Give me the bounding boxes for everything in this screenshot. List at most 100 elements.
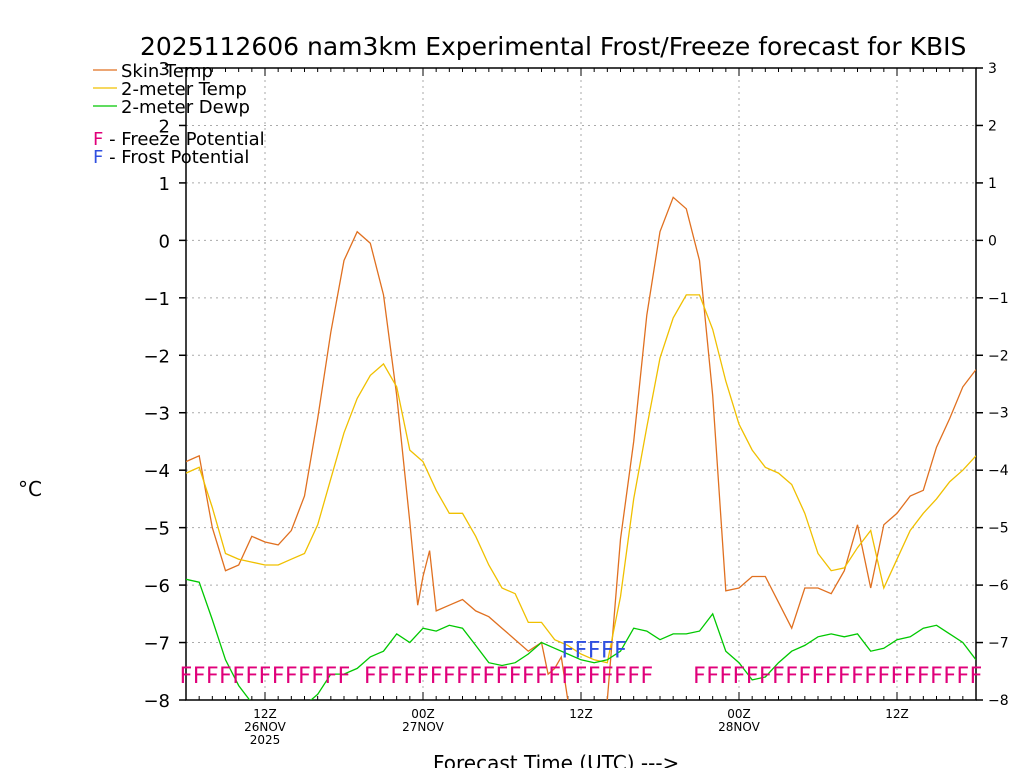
freeze-marker: F: [206, 664, 219, 689]
freeze-marker: F: [825, 664, 838, 689]
potential-legend-entry: F - Frost Potential: [93, 147, 249, 168]
freeze-marker: F: [785, 664, 798, 689]
freeze-marker: F: [904, 664, 917, 689]
frost-marker: F: [614, 638, 627, 663]
series-line-2-meter-temp: [186, 294, 976, 664]
freeze-marker: F: [193, 664, 206, 689]
freeze-marker: F: [259, 664, 272, 689]
y-tick-label: 0: [159, 231, 170, 252]
freeze-marker: F: [562, 664, 575, 689]
freeze-marker: F: [614, 664, 627, 689]
freeze-marker: F: [957, 664, 970, 689]
y-tick-label-right: −4: [988, 463, 1009, 479]
freeze-marker: F: [509, 664, 522, 689]
freeze-marker: F: [232, 664, 245, 689]
freeze-marker: F: [759, 664, 772, 689]
x-tick-label: 27NOV: [402, 720, 444, 734]
frost-marker: F: [562, 638, 575, 663]
chart-title: 2025112606 nam3km Experimental Frost/Fre…: [140, 32, 966, 61]
y-tick-label: 1: [159, 174, 170, 195]
y-tick-label-right: −3: [988, 406, 1009, 422]
y-tick-label: −3: [143, 404, 170, 425]
y-tick-label: 3: [159, 59, 170, 80]
series-line-2-meter-dewp: [186, 578, 976, 700]
freeze-marker: F: [404, 664, 417, 689]
freeze-marker: F: [970, 664, 983, 689]
freeze-marker: F: [917, 664, 930, 689]
freeze-marker: F: [772, 664, 785, 689]
freeze-marker: F: [891, 664, 904, 689]
frost-marker: F: [588, 638, 601, 663]
potential-legend-label: - Frost Potential: [103, 147, 249, 168]
freeze-marker: F: [364, 664, 377, 689]
potential-legend-symbol: F: [93, 129, 103, 150]
freeze-marker: F: [443, 664, 456, 689]
potential-legend-entry: F - Freeze Potential: [93, 129, 265, 150]
freeze-marker: F: [733, 664, 746, 689]
freeze-marker: F: [456, 664, 469, 689]
freeze-marker: F: [878, 664, 891, 689]
x-tick-label: 2025: [250, 733, 281, 747]
freeze-marker: F: [799, 664, 812, 689]
freeze-marker: F: [311, 664, 324, 689]
freeze-marker: F: [469, 664, 482, 689]
y-tick-label: −2: [143, 346, 170, 367]
y-tick-label: −4: [143, 461, 170, 482]
freeze-marker: F: [417, 664, 430, 689]
y-tick-label-right: −8: [988, 693, 1009, 709]
y-tick-label-right: −1: [988, 291, 1009, 307]
freeze-marker: F: [285, 664, 298, 689]
freeze-marker: F: [246, 664, 259, 689]
freeze-marker: F: [522, 664, 535, 689]
x-tick-label: 00Z: [411, 707, 435, 721]
x-tick-label: 26NOV: [244, 720, 286, 734]
frost-marker: F: [601, 638, 614, 663]
freeze-marker: F: [272, 664, 285, 689]
freeze-marker: F: [627, 664, 640, 689]
freeze-marker: F: [548, 664, 561, 689]
series-line-skin-temp: [186, 196, 976, 700]
y-tick-label: −6: [143, 576, 170, 597]
legend-label: 2-meter Temp: [121, 79, 247, 100]
freeze-marker: F: [338, 664, 351, 689]
y-tick-label-right: 2: [988, 118, 997, 134]
y-tick-label-right: −7: [988, 636, 1009, 652]
y-tick-label: −1: [143, 289, 170, 310]
x-tick-label: 00Z: [727, 707, 751, 721]
y-axis-label: °C: [18, 477, 42, 501]
x-tick-label: 12Z: [569, 707, 593, 721]
grid: [186, 68, 976, 700]
y-axis-ticks: −8 −8 −7 −7 −6 −6 −5 −5 −4 −4 −3 −3 −2 −2 −1 −1 0 0 1 1 2 2 3 3: [143, 59, 1008, 712]
freeze-marker: F: [641, 664, 654, 689]
freeze-marker: F: [496, 664, 509, 689]
potential-legend-label: - Freeze Potential: [103, 129, 264, 150]
freeze-marker: F: [943, 664, 956, 689]
freeze-marker: F: [851, 664, 864, 689]
freeze-marker: F: [298, 664, 311, 689]
freeze-marker: F: [930, 664, 943, 689]
y-tick-label-right: −5: [988, 521, 1009, 537]
freeze-marker: F: [390, 664, 403, 689]
y-tick-label: −8: [143, 691, 170, 712]
freeze-marker: F: [535, 664, 548, 689]
freeze-marker: F: [588, 664, 601, 689]
y-tick-label-right: 0: [988, 233, 997, 249]
y-tick-label: −5: [143, 519, 170, 540]
freeze-marker: F: [720, 664, 733, 689]
freeze-marker: F: [693, 664, 706, 689]
y-tick-label: 2: [159, 116, 170, 137]
freeze-marker: F: [575, 664, 588, 689]
freeze-marker: F: [325, 664, 338, 689]
x-tick-label: 28NOV: [718, 720, 760, 734]
freeze-marker: F: [838, 664, 851, 689]
y-tick-label-right: 1: [988, 176, 997, 192]
freeze-marker: F: [706, 664, 719, 689]
y-tick-label: −7: [143, 634, 170, 655]
legend-label: Skin Temp: [121, 61, 213, 82]
frost-marker: F: [575, 638, 588, 663]
freeze-marker: F: [180, 664, 193, 689]
